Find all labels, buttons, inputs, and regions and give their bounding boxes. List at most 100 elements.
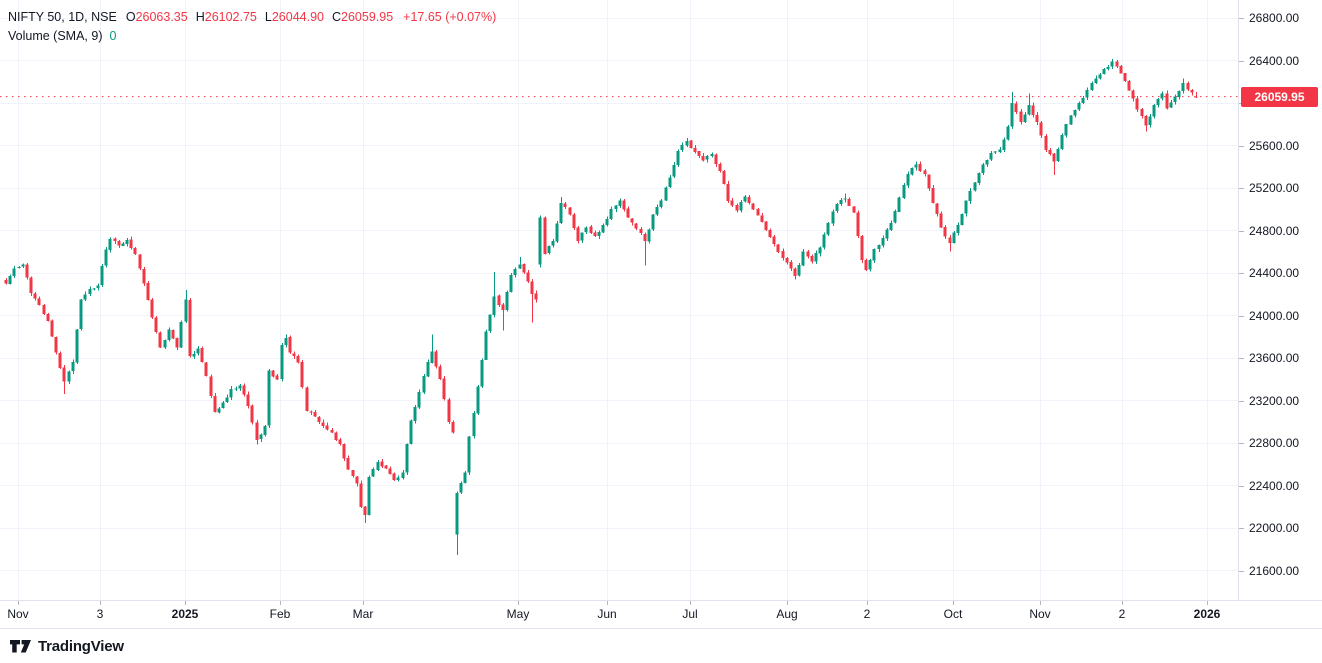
candle: [643, 234, 647, 242]
candle: [756, 209, 760, 216]
candle: [46, 313, 50, 321]
candle: [977, 172, 981, 183]
candle: [380, 461, 384, 467]
candle: [58, 353, 62, 368]
candle: [1127, 80, 1131, 91]
tradingview-logo-icon[interactable]: [10, 639, 31, 653]
candle: [810, 256, 814, 262]
candle: [367, 477, 371, 515]
time-axis-label: Jul: [682, 607, 698, 621]
candle: [1019, 111, 1023, 123]
price-axis-tick: [1239, 485, 1244, 487]
candle: [634, 223, 638, 229]
candle: [309, 411, 313, 413]
candle: [1131, 90, 1135, 99]
price-axis-tick: [1239, 188, 1244, 189]
candle: [1048, 150, 1052, 155]
candle: [630, 218, 634, 223]
price-axis-label: 23200.00: [1249, 393, 1300, 408]
candle: [1077, 103, 1081, 110]
time-axis-label: Nov: [1029, 607, 1051, 621]
candle: [1181, 82, 1185, 92]
price-axis-label: 22800.00: [1249, 436, 1300, 450]
candles-layer: [4, 58, 1198, 556]
price-axis-tick: [1239, 528, 1244, 529]
candle: [1031, 105, 1035, 115]
candle: [705, 156, 709, 160]
price-axis-tick: [1239, 358, 1244, 359]
candle: [351, 470, 355, 477]
candle: [872, 249, 876, 261]
price-axis-label: 24800.00: [1249, 223, 1300, 238]
candle: [818, 247, 822, 254]
candle: [910, 167, 914, 175]
price-axis[interactable]: 26059.95 26800.0026400.0026000.0025600.0…: [1238, 0, 1322, 628]
time-axis-label: 2: [863, 607, 871, 621]
price-axis-label: 21600.00: [1249, 563, 1300, 578]
time-axis-tick: [690, 601, 691, 605]
candle: [1027, 105, 1031, 115]
time-axis-tick: [787, 601, 788, 605]
candle: [284, 337, 288, 345]
candle: [580, 232, 584, 241]
footer-bar: TradingView: [0, 628, 1322, 663]
candle: [948, 237, 952, 244]
candle: [897, 197, 901, 212]
legend: NIFTY 50, 1D, NSE O26063.35 H26102.75 L2…: [8, 8, 496, 46]
candle: [776, 244, 780, 252]
time-axis[interactable]: Nov 3 2025 Feb Mar May Jun Jul Aug 2 Oct Nov 2 2026: [0, 600, 1322, 628]
candle: [1039, 122, 1043, 136]
candle: [985, 159, 989, 165]
grid-layer: [0, 0, 1238, 600]
candle: [835, 203, 839, 211]
candle: [710, 154, 714, 157]
candle: [760, 215, 764, 222]
candle: [188, 300, 192, 356]
candle: [639, 229, 643, 234]
time-axis-tick: [280, 601, 281, 605]
candle: [935, 203, 939, 214]
candle: [422, 376, 426, 393]
candle: [330, 430, 334, 433]
candle: [305, 387, 309, 412]
time-axis-label: Mar: [352, 607, 374, 621]
candle: [822, 234, 826, 248]
candle: [1081, 98, 1085, 103]
candle: [993, 151, 997, 153]
candle: [956, 225, 960, 233]
candle: [405, 444, 409, 473]
candle: [1014, 103, 1018, 112]
symbol-title[interactable]: NIFTY 50, 1D, NSE: [8, 10, 117, 24]
candle: [229, 388, 233, 398]
candle: [463, 472, 467, 484]
time-axis-tick: [18, 601, 19, 605]
candle: [430, 351, 434, 363]
candle: [92, 288, 96, 290]
candle: [359, 483, 363, 507]
candle: [79, 299, 83, 330]
candle: [968, 190, 972, 201]
price-chart-pane[interactable]: NIFTY 50, 1D, NSE O26063.35 H26102.75 L2…: [0, 0, 1238, 600]
volume-label[interactable]: Volume (SMA, 9): [8, 29, 103, 43]
candle: [547, 245, 551, 254]
candle: [676, 150, 680, 165]
candle: [906, 174, 910, 186]
candle: [184, 299, 188, 322]
candle: [108, 239, 112, 250]
candle: [689, 140, 693, 148]
candle: [342, 443, 346, 459]
candle: [501, 304, 505, 311]
candle: [998, 149, 1002, 153]
candle: [789, 262, 793, 269]
candle: [117, 241, 121, 246]
candle: [559, 202, 563, 223]
candle: [655, 206, 659, 215]
time-axis-label: 2025: [171, 607, 199, 621]
candle: [952, 232, 956, 244]
candle: [204, 362, 208, 376]
candle: [597, 232, 601, 236]
candle: [447, 399, 451, 422]
tradingview-logotype[interactable]: TradingView: [38, 637, 124, 655]
candlestick-chart[interactable]: [0, 0, 1238, 600]
